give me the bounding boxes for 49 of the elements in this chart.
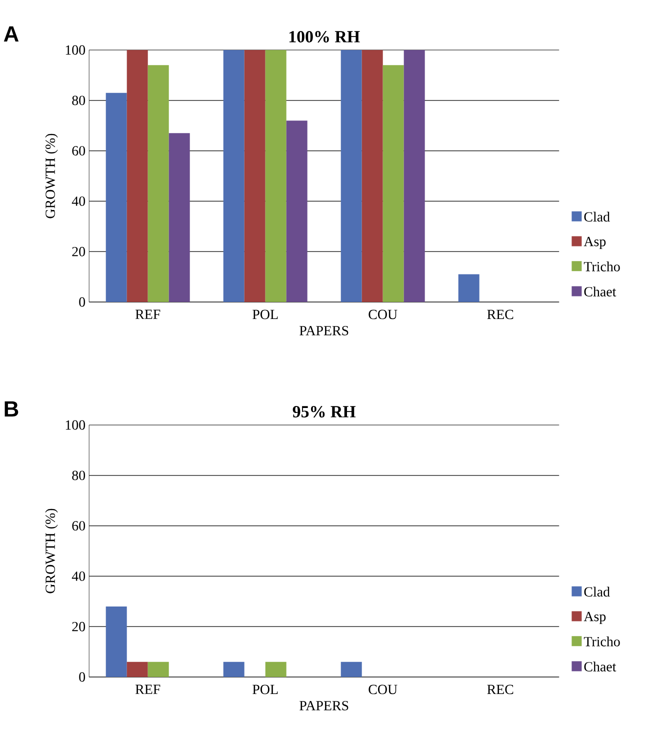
bar	[382, 65, 404, 302]
x-tick-label: POL	[252, 684, 278, 694]
chart-title: 95% RH	[292, 406, 356, 418]
legend-label: Asp	[584, 612, 606, 624]
legend-label: Asp	[584, 236, 606, 250]
y-axis-title: GROWTH (%)	[45, 508, 58, 594]
y-tick-label: 0	[79, 672, 85, 682]
bar	[362, 50, 383, 302]
text: B	[4, 401, 18, 416]
legend-label: Tricho	[584, 262, 620, 272]
y-tick-label: 80	[72, 470, 85, 480]
y-axis-title: GROWTH (%)	[45, 134, 58, 218]
y-tick-label: 20	[72, 246, 85, 256]
y-tick-label: 20	[72, 622, 85, 632]
x-tick-label: REF	[135, 684, 160, 694]
x-tick-label: POL	[252, 310, 278, 320]
y-tick-label: 40	[72, 196, 85, 206]
bar	[168, 133, 190, 302]
bar	[404, 50, 425, 302]
x-axis-title: PAPERS	[300, 700, 348, 710]
legend-label: Chaet	[584, 662, 616, 672]
bar	[244, 50, 266, 302]
bar	[265, 50, 286, 302]
y-tick-label: 0	[79, 297, 85, 307]
y-tick-label: 80	[72, 96, 85, 106]
bar	[223, 50, 244, 302]
legend-label: Clad	[584, 212, 610, 222]
y-tick-label: 100	[66, 45, 85, 55]
x-tick-label: REC	[487, 310, 514, 320]
bar	[148, 65, 169, 302]
y-tick-label: 100	[66, 420, 85, 430]
chart-title: 100% RH	[289, 31, 360, 42]
x-tick-label: REC	[487, 684, 514, 694]
bar	[286, 120, 308, 302]
bar	[458, 274, 480, 302]
legend-label: Clad	[584, 586, 610, 597]
x-tick-label: COU	[368, 684, 398, 694]
text: A	[4, 26, 19, 42]
x-tick-label: COU	[368, 310, 398, 320]
bar	[106, 92, 127, 302]
y-tick-label: 60	[72, 146, 85, 156]
y-tick-label: 60	[72, 521, 85, 531]
x-axis-title: PAPERS	[300, 326, 348, 336]
bar	[126, 50, 148, 302]
legend-label: Chaet	[584, 286, 616, 296]
bar	[340, 50, 362, 302]
x-tick-label: REF	[135, 310, 160, 319]
legend-label: Tricho	[584, 636, 620, 646]
y-tick-label: 40	[72, 571, 85, 581]
